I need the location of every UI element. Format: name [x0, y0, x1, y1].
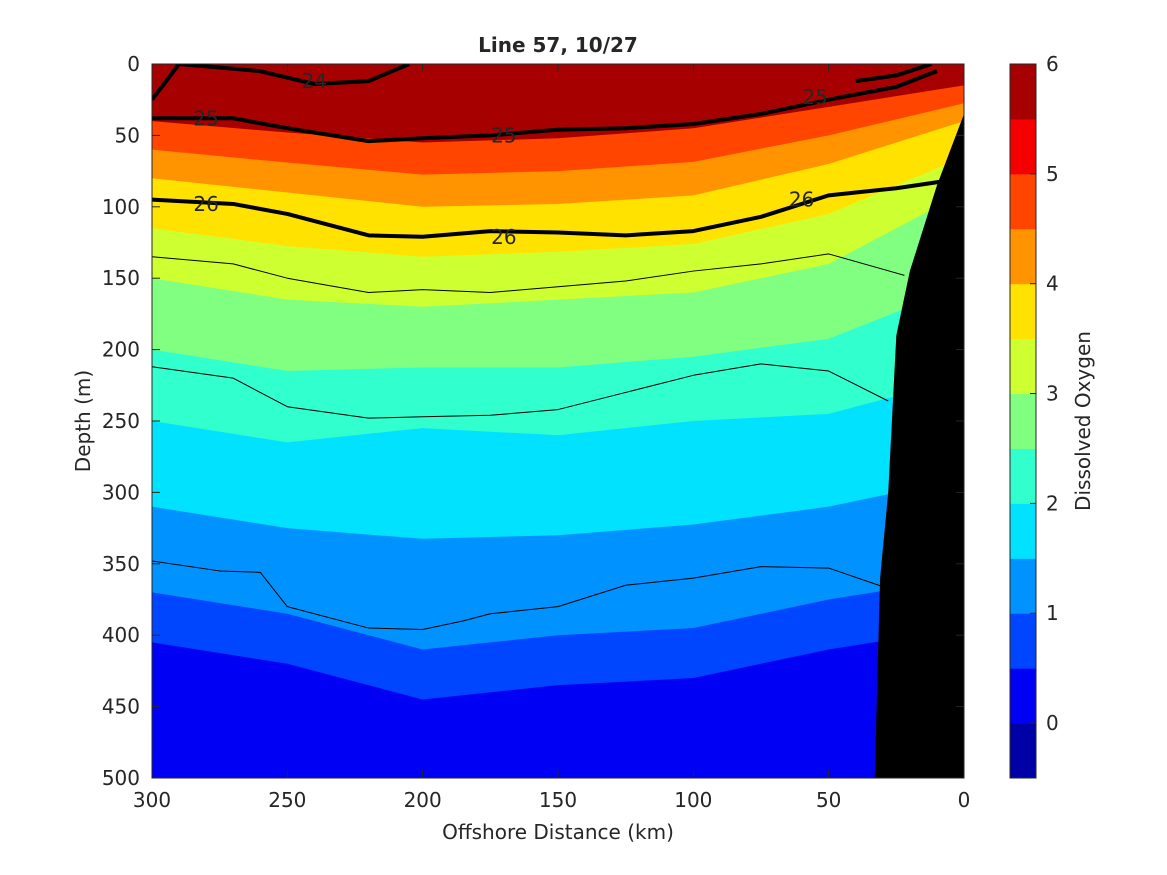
isoline-label: 26 [193, 192, 218, 216]
x-tick-label: 50 [816, 788, 841, 812]
colorbar-swatch [1010, 118, 1036, 175]
density-isolines [152, 64, 964, 630]
colorbar-tick-label: 3 [1046, 382, 1059, 406]
continental-shelf-mask [874, 64, 964, 778]
x-tick-label: 300 [133, 788, 171, 812]
colorbar-swatch [1010, 393, 1036, 449]
density-isoline [152, 69, 938, 144]
colorbar-swatch [1010, 173, 1036, 230]
y-tick-label: 250 [102, 409, 140, 433]
oxygen-bands [152, 64, 964, 778]
x-tick-label: 250 [268, 788, 306, 812]
y-axis-ticks: 0 50 100 150 200 250 300 350 400 450 500 [102, 52, 964, 790]
colorbar-swatch [1010, 723, 1036, 779]
isoline-labels: 24 25 25 25 26 26 26 [193, 69, 827, 249]
y-tick-label: 50 [115, 123, 140, 147]
colorbar [1010, 64, 1036, 779]
colorbar-tick-label: 5 [1046, 162, 1059, 186]
colorbar-ticks: 0 1 2 3 4 5 6 [1030, 52, 1059, 735]
plot-area [152, 64, 964, 778]
density-isoline [152, 363, 889, 419]
colorbar-label: Dissolved Oxygen [1071, 331, 1095, 511]
colorbar-swatch [1010, 448, 1036, 504]
x-tick-label: 150 [539, 788, 577, 812]
colorbar-swatch [1010, 64, 1036, 120]
y-tick-label: 0 [127, 52, 140, 76]
chart-title: Line 57, 10/27 [478, 33, 638, 57]
colorbar-swatch [1010, 283, 1036, 340]
colorbar-swatch [1010, 613, 1036, 669]
colorbar-swatch [1010, 503, 1036, 559]
x-tick-label: 200 [404, 788, 442, 812]
colorbar-swatch [1010, 338, 1036, 395]
x-tick-label: 0 [958, 788, 971, 812]
isoline-label: 25 [491, 123, 516, 147]
colorbar-swatch [1010, 668, 1036, 724]
y-tick-label: 350 [102, 552, 140, 576]
isoline-label: 26 [491, 225, 516, 249]
x-axis-label: Offshore Distance (km) [442, 820, 674, 844]
colorbar-swatch [1010, 558, 1036, 614]
density-isoline [152, 176, 964, 239]
colorbar-tick-label: 0 [1046, 711, 1059, 735]
y-tick-label: 400 [102, 623, 140, 647]
density-isoline [152, 64, 410, 101]
colorbar-tick-label: 1 [1046, 601, 1059, 625]
density-isoline [152, 253, 905, 293]
y-tick-label: 450 [102, 695, 140, 719]
density-isoline [152, 560, 883, 630]
colorbar-tick-label: 4 [1046, 272, 1059, 296]
isoline-label: 24 [302, 69, 327, 93]
y-tick-label: 500 [102, 766, 140, 790]
oxygen-band [152, 628, 964, 778]
y-axis-label: Depth (m) [71, 370, 95, 472]
colorbar-swatch [1010, 228, 1036, 285]
y-tick-label: 200 [102, 338, 140, 362]
colorbar-frame [1009, 63, 1037, 779]
y-tick-label: 150 [102, 266, 140, 290]
density-isoline [855, 64, 933, 84]
isoline-label: 25 [193, 106, 218, 130]
isoline-label: 25 [802, 85, 827, 109]
y-tick-label: 300 [102, 480, 140, 504]
colorbar-tick-label: 6 [1046, 52, 1059, 76]
y-tick-label: 100 [102, 195, 140, 219]
isoline-label: 26 [789, 188, 814, 212]
colorbar-tick-label: 2 [1046, 491, 1059, 515]
x-axis-ticks: 300 250 200 150 100 50 0 [133, 64, 970, 812]
x-tick-label: 100 [674, 788, 712, 812]
